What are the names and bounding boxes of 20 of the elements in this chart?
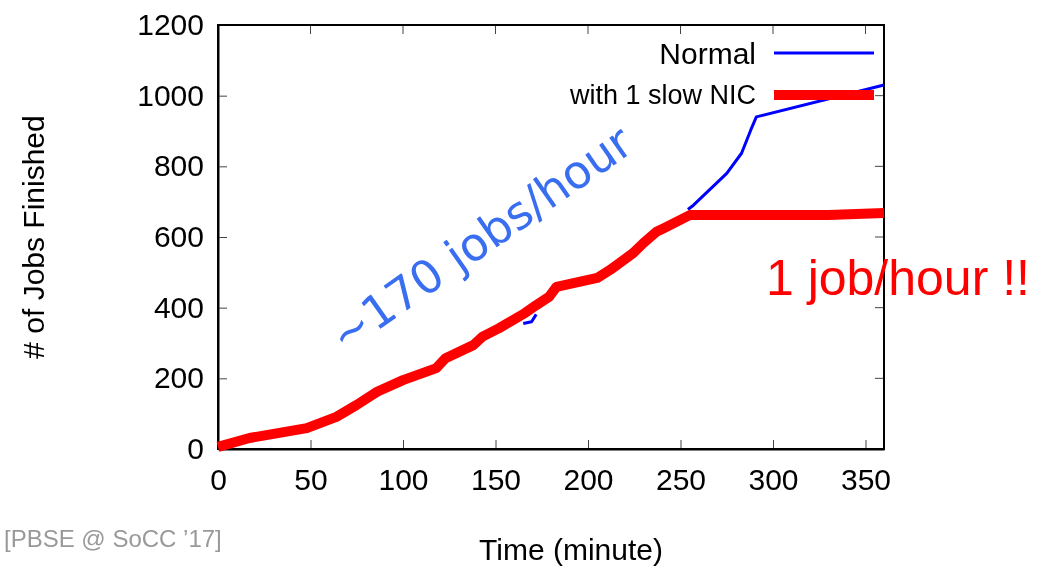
text: [PBSE @ SoCC ’17] bbox=[4, 525, 222, 552]
x-tick-label: 250 bbox=[655, 463, 707, 496]
x-tick-label: 150 bbox=[470, 463, 522, 496]
legend-label: with 1 slow NIC bbox=[568, 80, 756, 111]
x-tick-label: 100 bbox=[378, 463, 429, 496]
y-tick-label: 400 bbox=[153, 290, 204, 324]
x-axis-title: Time (minute) bbox=[479, 533, 663, 566]
y-tick-label: 1200 bbox=[137, 8, 204, 42]
x-tick-label: 0 bbox=[210, 463, 227, 496]
y-tick-label: 800 bbox=[153, 149, 204, 183]
y-tick-label: 600 bbox=[153, 220, 204, 254]
y-axis-title: # of Jobs Finished bbox=[17, 115, 50, 359]
y-tick-label: 1000 bbox=[137, 78, 204, 112]
legend-label: Normal bbox=[659, 36, 756, 70]
x-tick-label: 200 bbox=[563, 463, 614, 496]
y-tick-label: 0 bbox=[187, 432, 204, 466]
x-tick-label: 50 bbox=[294, 463, 328, 496]
y-tick-label: 200 bbox=[153, 361, 204, 395]
x-tick-label: 300 bbox=[748, 463, 799, 496]
x-tick-label: 350 bbox=[840, 463, 892, 496]
